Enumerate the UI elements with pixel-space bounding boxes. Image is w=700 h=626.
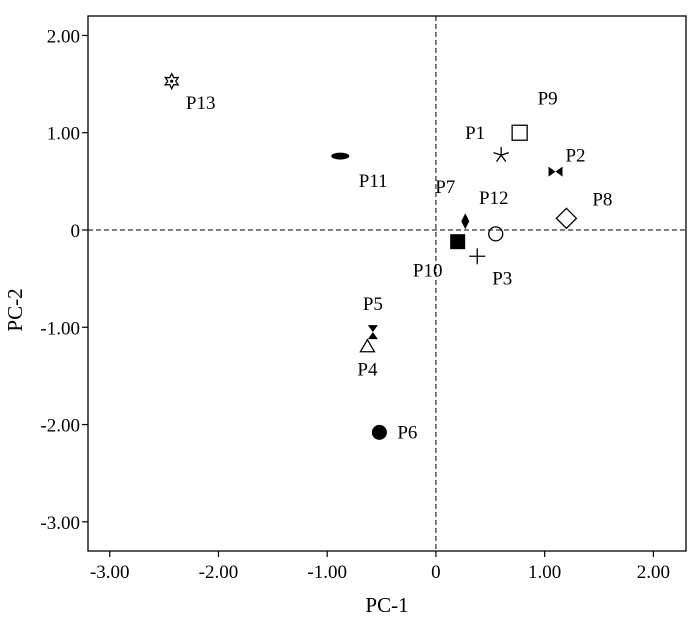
- point-marker-p2: [548, 166, 563, 177]
- point-label-p2: P2: [565, 146, 585, 167]
- y-tick-label: 2.00: [47, 26, 80, 47]
- point-label-p10: P10: [413, 261, 443, 282]
- y-tick-label: -3.00: [40, 513, 80, 534]
- point-label-p3: P3: [492, 268, 512, 289]
- point-marker-p10: [450, 234, 466, 250]
- point-label-p1: P1: [465, 123, 485, 144]
- point-marker-p1: [493, 147, 509, 162]
- point-label-p9: P9: [538, 89, 558, 110]
- point-marker-p3: [469, 248, 486, 265]
- point-marker-p4: [359, 338, 376, 353]
- point-marker-p9: [511, 124, 528, 141]
- point-marker-p6: [371, 424, 387, 440]
- x-tick-label: 2.00: [637, 562, 670, 583]
- point-label-p4: P4: [357, 360, 378, 381]
- x-tick-label: -2.00: [199, 562, 239, 583]
- point-labels: P1 P2 P3 P4 P5 P6 P7 P8 P9 P10 P11 P12 P13: [186, 89, 613, 444]
- point-label-p5: P5: [363, 294, 383, 315]
- y-tick-label: -1.00: [40, 318, 80, 339]
- point-marker-p12: [488, 226, 504, 242]
- point-marker-p5: [367, 325, 378, 340]
- x-tick-label: 0: [431, 562, 441, 583]
- point-label-p7: P7: [435, 177, 455, 198]
- point-marker-p11: [331, 152, 350, 160]
- y-tick-label: 0: [71, 221, 81, 242]
- data-points: [163, 72, 578, 440]
- point-label-p6: P6: [397, 422, 417, 443]
- x-tick-label: -3.00: [90, 562, 130, 583]
- y-axis: -3.00 -2.00 -1.00 0 1.00 2.00: [40, 26, 88, 534]
- y-axis-title: PC-2: [3, 288, 27, 331]
- point-marker-p13: [163, 72, 180, 91]
- x-tick-label: -1.00: [307, 562, 347, 583]
- y-tick-label: 1.00: [47, 124, 80, 145]
- point-marker-p7: [461, 213, 470, 230]
- plot-frame: [87, 15, 687, 552]
- y-tick-label: -2.00: [40, 416, 80, 437]
- x-axis: -3.00 -2.00 -1.00 0 1.00 2.00: [90, 551, 670, 583]
- point-label-p11: P11: [359, 171, 388, 192]
- x-tick-label: 1.00: [528, 562, 561, 583]
- point-label-p13: P13: [186, 93, 216, 114]
- point-marker-p8: [555, 207, 578, 230]
- point-label-p12: P12: [479, 188, 509, 209]
- x-axis-title: PC-1: [365, 593, 408, 617]
- point-label-p8: P8: [592, 189, 612, 210]
- reference-lines: [88, 16, 686, 551]
